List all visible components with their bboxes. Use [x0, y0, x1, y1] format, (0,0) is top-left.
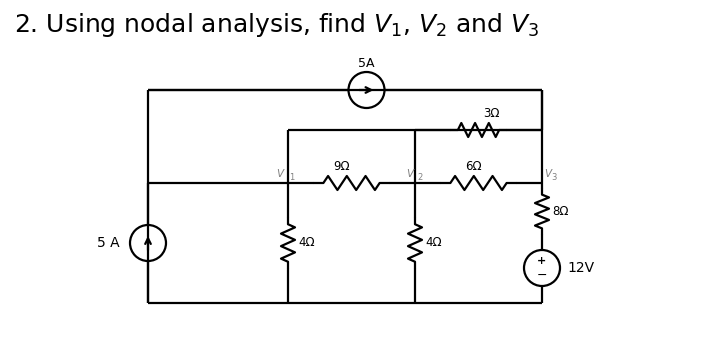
- Text: 8Ω: 8Ω: [552, 205, 569, 218]
- Text: 1: 1: [289, 173, 294, 182]
- Text: 6Ω: 6Ω: [465, 160, 482, 173]
- Text: 3Ω: 3Ω: [483, 107, 500, 120]
- Text: 9Ω: 9Ω: [333, 160, 350, 173]
- Text: V: V: [276, 169, 283, 179]
- Text: 5 A: 5 A: [97, 236, 120, 250]
- Text: 4Ω: 4Ω: [298, 237, 315, 250]
- Text: 12V: 12V: [567, 261, 594, 275]
- Text: 4Ω: 4Ω: [425, 237, 442, 250]
- Text: V: V: [544, 169, 551, 179]
- Text: +: +: [538, 256, 547, 266]
- Text: 3: 3: [551, 173, 557, 182]
- Text: V: V: [406, 169, 413, 179]
- Text: 2. Using nodal analysis, find $V_1$, $V_2$ and $V_3$: 2. Using nodal analysis, find $V_1$, $V_…: [14, 11, 539, 39]
- Text: 5A: 5A: [358, 57, 375, 70]
- Text: −: −: [537, 269, 547, 282]
- Text: 2: 2: [417, 173, 422, 182]
